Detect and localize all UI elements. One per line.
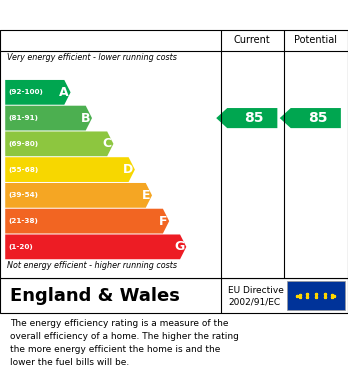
Text: G: G (174, 240, 184, 253)
Bar (0, 30, 348, 51)
Text: 2002/91/EC: 2002/91/EC (228, 298, 280, 307)
Text: (21-38): (21-38) (9, 218, 39, 224)
Polygon shape (5, 131, 113, 156)
Text: D: D (123, 163, 133, 176)
Polygon shape (5, 80, 71, 105)
Text: Energy Efficiency Rating: Energy Efficiency Rating (10, 9, 220, 24)
Text: Very energy efficient - lower running costs: Very energy efficient - lower running co… (7, 53, 177, 62)
Text: England & Wales: England & Wales (10, 287, 180, 305)
Text: The energy efficiency rating is a measure of the
overall efficiency of a home. T: The energy efficiency rating is a measur… (10, 319, 239, 367)
Text: 85: 85 (308, 111, 327, 125)
Text: B: B (81, 111, 90, 125)
Bar (287, 281, 345, 310)
Polygon shape (5, 209, 169, 233)
Text: (39-54): (39-54) (9, 192, 39, 198)
Text: Potential: Potential (294, 35, 337, 45)
Text: 85: 85 (244, 111, 264, 125)
Polygon shape (5, 235, 186, 259)
Text: (92-100): (92-100) (9, 89, 44, 95)
Text: (1-20): (1-20) (9, 244, 33, 250)
Text: Not energy efficient - higher running costs: Not energy efficient - higher running co… (7, 261, 177, 270)
Text: (81-91): (81-91) (9, 115, 39, 121)
Polygon shape (216, 108, 277, 128)
Text: (55-68): (55-68) (9, 167, 39, 172)
Text: E: E (142, 189, 150, 202)
Polygon shape (5, 106, 92, 131)
Polygon shape (5, 157, 135, 182)
Text: (69-80): (69-80) (9, 141, 39, 147)
Text: EU Directive: EU Directive (228, 286, 284, 295)
Text: F: F (159, 215, 167, 228)
Text: Current: Current (234, 35, 271, 45)
Polygon shape (5, 183, 152, 208)
Polygon shape (280, 108, 341, 128)
Text: A: A (59, 86, 69, 99)
Text: C: C (103, 137, 112, 151)
